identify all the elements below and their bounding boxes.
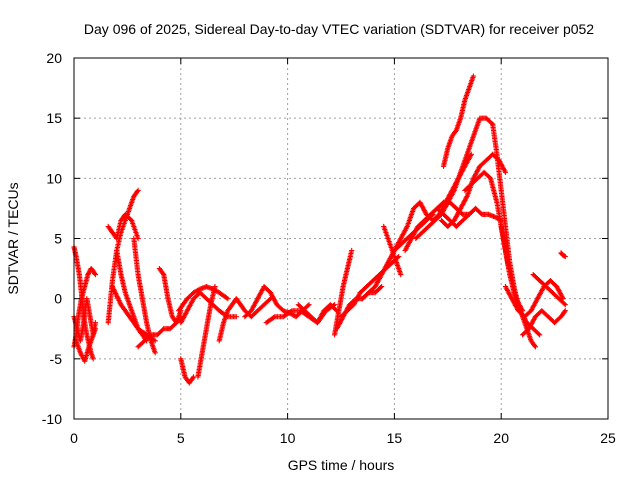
y-tick-label: 10 xyxy=(46,170,62,186)
data-series-track-35 xyxy=(520,308,568,338)
y-tick-label: -10 xyxy=(42,411,62,427)
y-tick-label: 20 xyxy=(46,50,62,66)
data-series-track-24 xyxy=(381,223,404,278)
x-axis-label: GPS time / hours xyxy=(288,457,395,473)
y-tick-label: 15 xyxy=(46,110,62,126)
data-series-track-36 xyxy=(530,272,568,308)
data-series-track-30 xyxy=(440,73,476,169)
data-series-track-16 xyxy=(216,296,274,344)
data-series-track-11 xyxy=(156,266,184,326)
data-series-track-28 xyxy=(434,205,504,230)
x-tick-label: 15 xyxy=(387,430,403,446)
y-axis-label: SDTVAR / TECUs xyxy=(5,182,21,294)
data-series-track-4 xyxy=(73,326,98,364)
x-tick-label: 25 xyxy=(600,430,616,446)
data-series-track-20 xyxy=(332,247,355,338)
data-series-track-8 xyxy=(131,235,158,356)
data-series-track-27 xyxy=(413,115,496,242)
data-series-track-10 xyxy=(135,308,184,350)
y-tick-label: 0 xyxy=(54,291,62,307)
x-tick-label: 10 xyxy=(280,430,296,446)
data-series-track-32 xyxy=(490,121,538,350)
data-series-track-37 xyxy=(558,250,568,260)
chart-title: Day 096 of 2025, Sidereal Day-to-day VTE… xyxy=(84,21,594,37)
data-series-track-34 xyxy=(502,278,566,320)
data-series-track-14 xyxy=(178,356,197,386)
x-tick-label: 0 xyxy=(70,430,78,446)
data-series-track-15 xyxy=(195,284,218,380)
data-series-track-19 xyxy=(295,302,340,326)
data-series-track-12 xyxy=(176,284,231,314)
y-tick-label: 5 xyxy=(54,231,62,247)
x-tick-label: 5 xyxy=(177,430,185,446)
y-tick-label: -5 xyxy=(50,351,63,367)
data-series-track-6 xyxy=(105,211,141,242)
x-tick-label: 20 xyxy=(493,430,509,446)
